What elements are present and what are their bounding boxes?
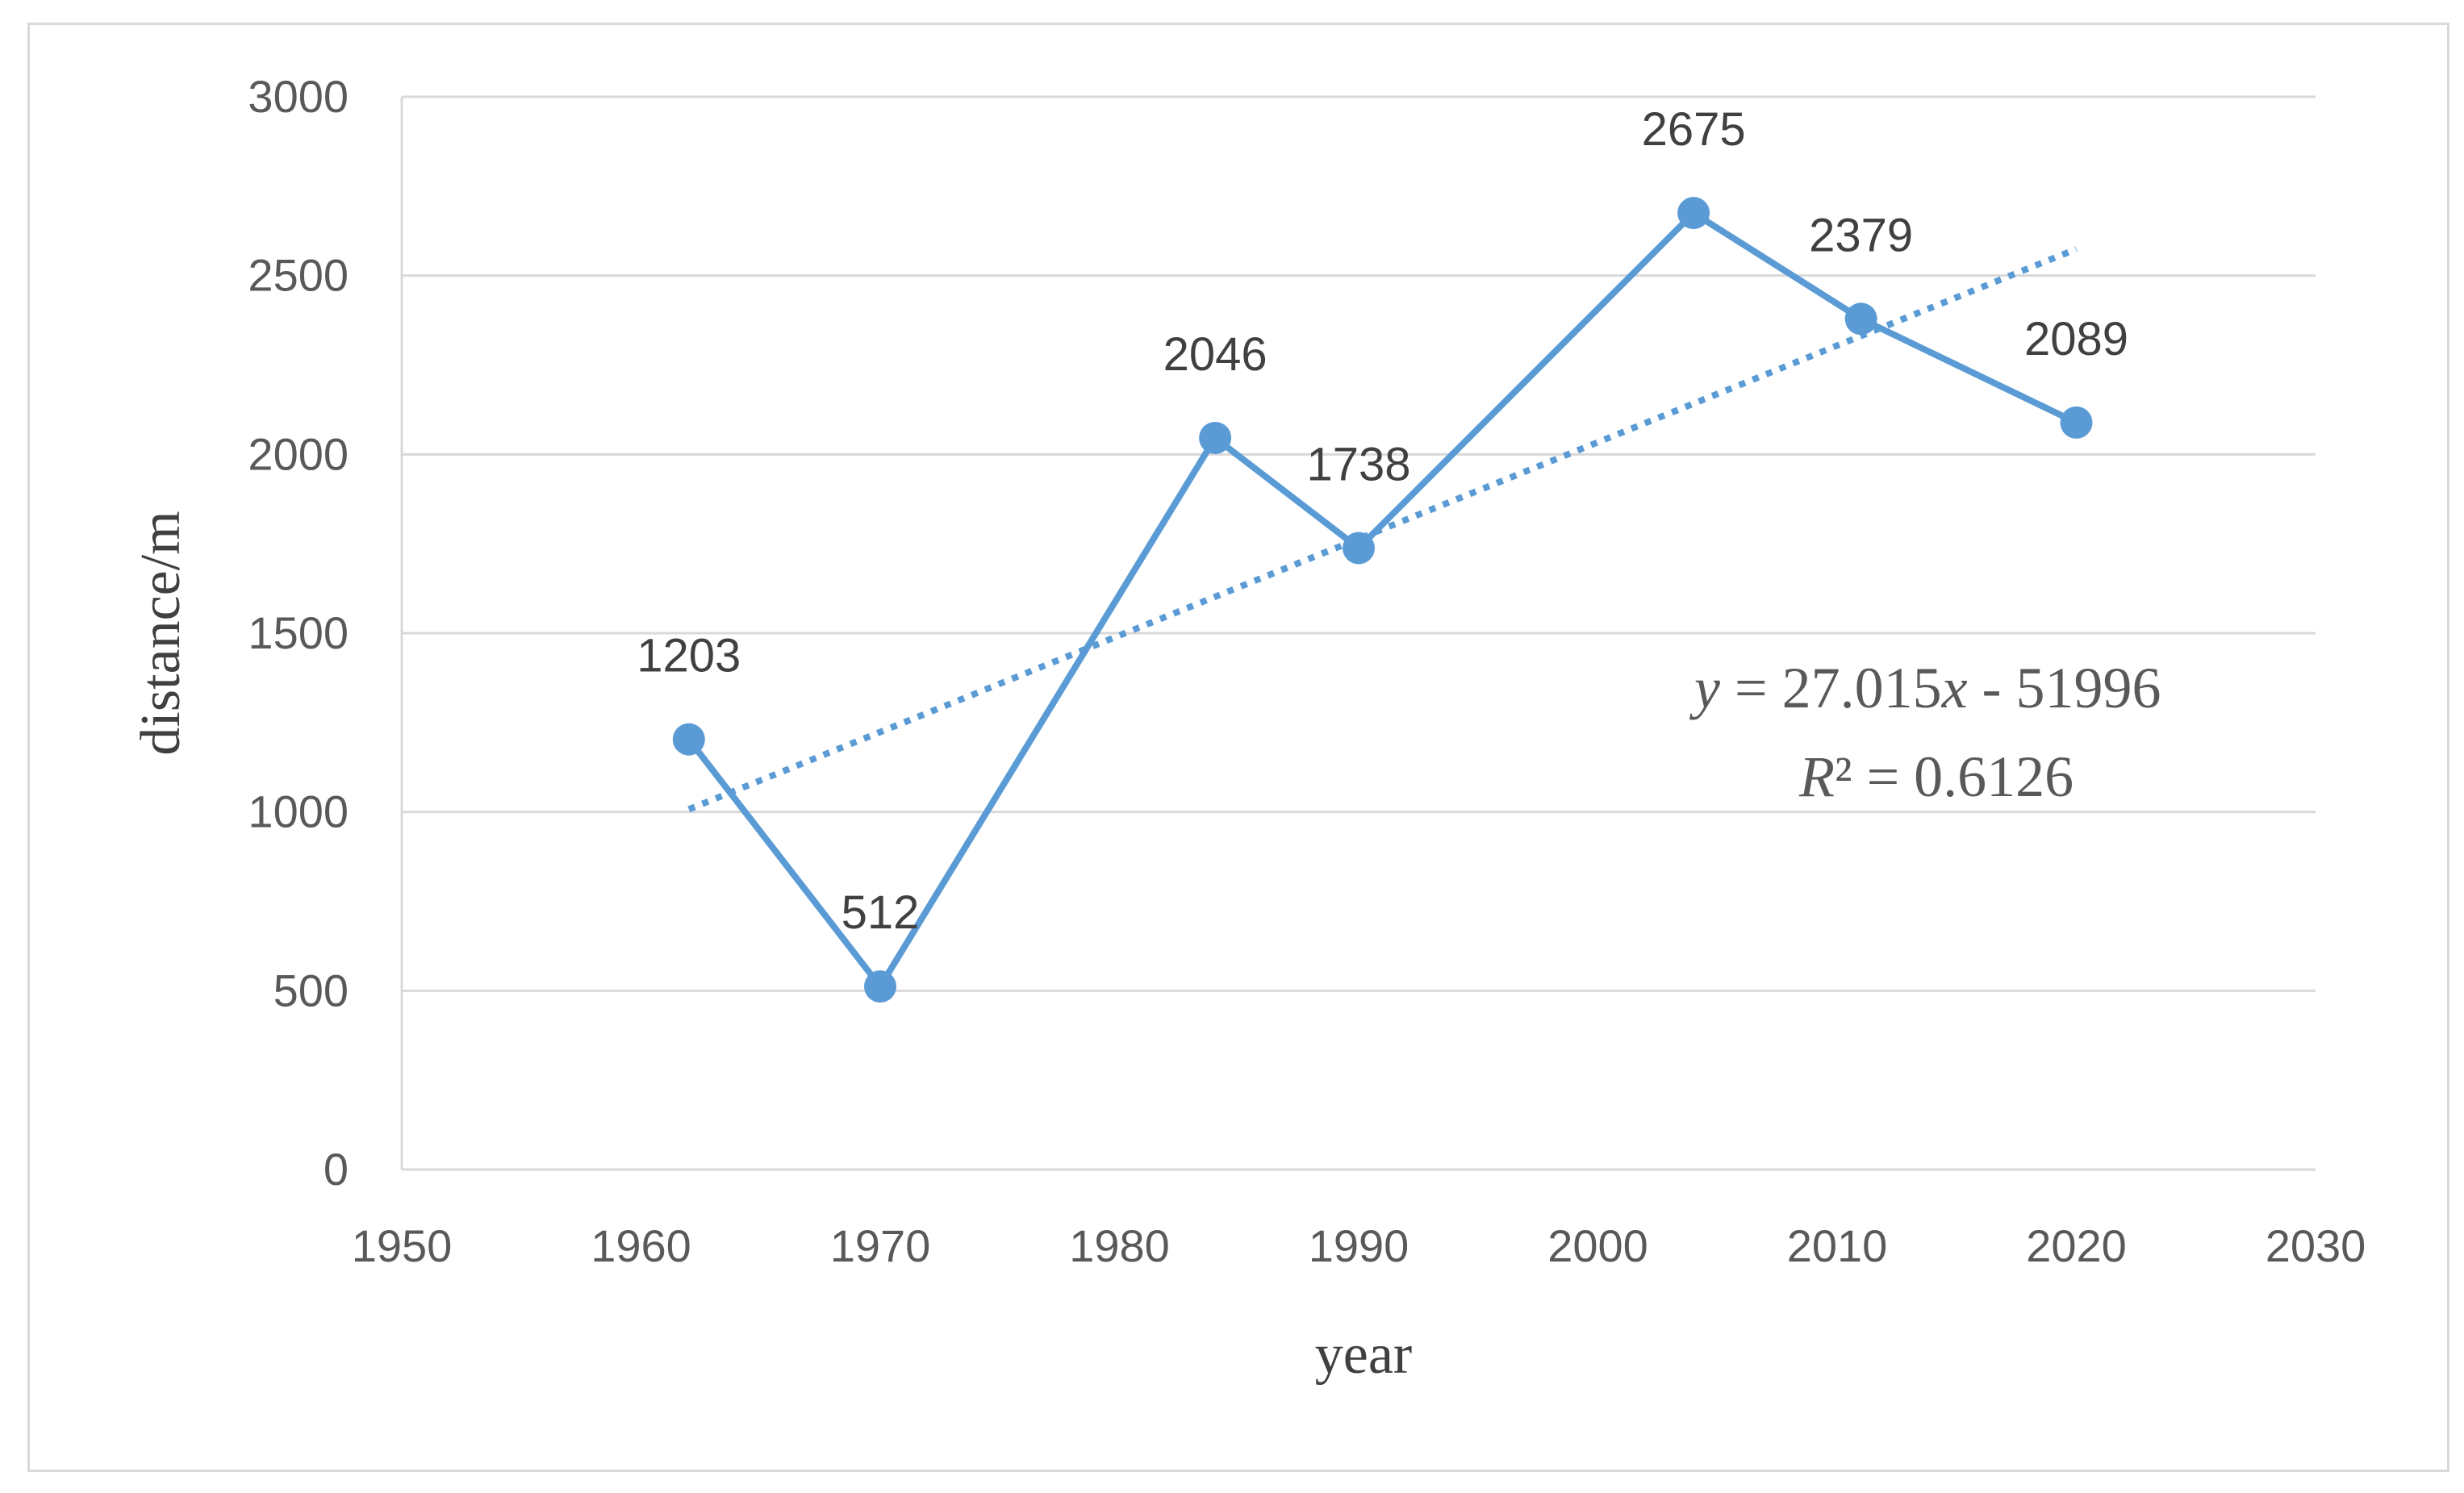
x-tick-label: 1970 [830,1220,931,1271]
data-label-1984: 2046 [1163,328,1267,381]
trendline-r-squared: R² = 0.6126 [1798,744,2074,809]
trendline-equation: y = 27.015x - 51996 [1689,656,2161,720]
x-axis-title: year [1315,1324,1412,1386]
y-tick-labels: 0 500 1000 1500 2000 2500 3000 [248,71,349,1195]
data-point-2020 [2060,406,2093,439]
y-tick-label: 3000 [248,71,349,122]
y-tick-label: 1000 [248,786,349,837]
trendline-path [687,246,2078,813]
data-point-1984 [1199,421,1232,454]
data-point-2004 [1677,197,1710,230]
y-tick-label: 1500 [248,607,349,658]
x-tick-label: 1950 [352,1220,453,1271]
equation-x: x [1941,656,1968,720]
y-tick-label: 500 [274,965,349,1015]
axes [400,97,2316,1171]
trendline [687,246,2078,813]
chart-frame [27,23,2449,1472]
x-tick-labels: 1950 1960 1970 1980 1990 2000 2010 2020 2030 [352,1220,2366,1271]
x-tick-label: 2020 [2026,1220,2127,1271]
data-point-1970 [864,970,896,1003]
data-label-2020: 2089 [2024,313,2128,365]
r-squared-value: ² = 0.6126 [1835,744,2074,809]
data-point-2011 [1844,302,1877,336]
data-points [672,197,2093,1003]
equation-slope: = 27.015 [1720,656,1942,720]
y-axis-title: distance/m [130,511,192,755]
x-tick-label: 1990 [1309,1220,1409,1271]
data-label-2011: 2379 [1809,209,1913,261]
data-label-1970: 512 [842,886,920,939]
data-label-1990: 1738 [1306,438,1410,490]
data-point-1962 [672,723,705,756]
y-tick-label: 0 [324,1144,349,1195]
x-tick-label: 2010 [1787,1220,1888,1271]
gridlines [402,95,2316,992]
data-label-1962: 1203 [637,630,741,682]
equation-intercept: - 51996 [1968,656,2161,720]
x-tick-label: 2030 [2266,1220,2366,1271]
equation-y: y [1689,656,1720,720]
data-point-1990 [1343,532,1375,565]
x-tick-label: 1980 [1069,1220,1170,1271]
y-tick-label: 2500 [248,250,349,301]
x-tick-label: 1960 [591,1220,691,1271]
x-tick-label: 2000 [1547,1220,1648,1271]
y-tick-label: 2000 [248,428,349,479]
data-labels: 1203 512 2046 1738 2675 2379 2089 [637,103,2128,939]
data-label-2004: 2675 [1642,103,1746,156]
r-squared-r: R [1798,744,1835,809]
